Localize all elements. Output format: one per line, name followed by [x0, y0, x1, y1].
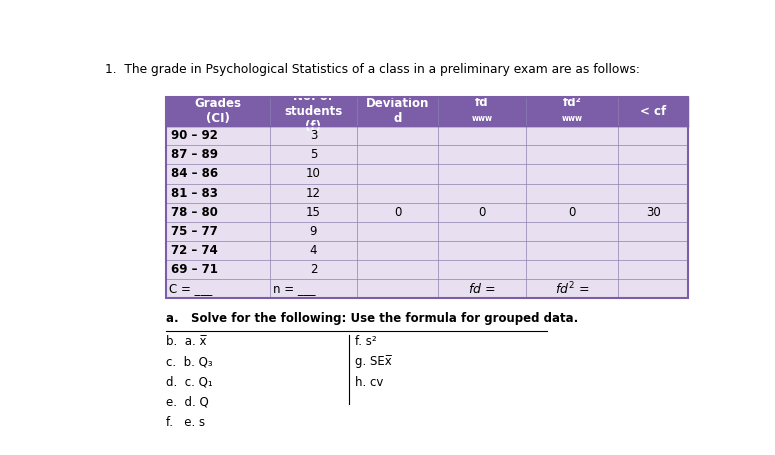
Text: 78 – 80: 78 – 80 — [170, 206, 218, 219]
Text: a.   Solve for the following: Use the formula for grouped data.: a. Solve for the following: Use the form… — [166, 312, 578, 325]
Text: $fd$ =: $fd$ = — [468, 282, 496, 296]
Text: 72 – 74: 72 – 74 — [170, 244, 218, 257]
Bar — [166, 145, 688, 164]
Text: 5: 5 — [310, 148, 317, 162]
Text: Deviation
d: Deviation d — [366, 97, 429, 126]
Text: 4: 4 — [310, 244, 317, 257]
Bar — [166, 164, 688, 183]
Text: 81 – 83: 81 – 83 — [170, 187, 218, 200]
Text: 0: 0 — [394, 206, 401, 219]
Bar — [166, 279, 688, 298]
Text: 0: 0 — [568, 206, 576, 219]
Text: 9: 9 — [310, 225, 317, 238]
Text: f.   e. s: f. e. s — [166, 416, 205, 430]
Text: c.  b. Q₃: c. b. Q₃ — [166, 355, 212, 369]
Text: fd²: fd² — [563, 96, 581, 109]
Text: f. s²: f. s² — [355, 335, 377, 348]
Text: 1.  The grade in Psychological Statistics of a class in a preliminary exam are a: 1. The grade in Psychological Statistics… — [105, 63, 639, 76]
Text: 12: 12 — [306, 187, 321, 200]
Text: Grades
(CI): Grades (CI) — [195, 97, 242, 126]
Text: 69 – 71: 69 – 71 — [170, 263, 218, 276]
Bar — [166, 241, 688, 260]
Text: No. of
students
(f): No. of students (f) — [284, 90, 343, 133]
Bar — [166, 202, 688, 222]
Text: $fd^2$ =: $fd^2$ = — [555, 280, 589, 297]
Bar — [166, 96, 688, 126]
Bar — [166, 222, 688, 241]
Text: 75 – 77: 75 – 77 — [170, 225, 218, 238]
Text: 2: 2 — [310, 263, 317, 276]
Text: fd: fd — [475, 96, 489, 109]
Text: g. SEx̅: g. SEx̅ — [355, 355, 392, 369]
Text: h. cv: h. cv — [355, 376, 384, 389]
Text: d.  c. Q₁: d. c. Q₁ — [166, 376, 212, 389]
Text: 15: 15 — [306, 206, 321, 219]
Text: 3: 3 — [310, 129, 317, 142]
Text: 10: 10 — [306, 167, 321, 181]
Text: C = ___: C = ___ — [169, 282, 212, 295]
Text: e.  d. Q: e. d. Q — [166, 396, 208, 409]
Text: www: www — [561, 114, 582, 123]
Text: 30: 30 — [646, 206, 661, 219]
Text: www: www — [471, 114, 492, 123]
Text: 84 – 86: 84 – 86 — [170, 167, 218, 181]
Text: 87 – 89: 87 – 89 — [170, 148, 218, 162]
Text: n = ___: n = ___ — [273, 282, 315, 295]
Text: 90 – 92: 90 – 92 — [170, 129, 218, 142]
Text: < cf: < cf — [640, 105, 666, 118]
Bar — [166, 183, 688, 202]
Bar — [166, 126, 688, 145]
Text: 0: 0 — [478, 206, 486, 219]
Text: b.  a. x̅: b. a. x̅ — [166, 335, 206, 348]
Bar — [166, 260, 688, 279]
